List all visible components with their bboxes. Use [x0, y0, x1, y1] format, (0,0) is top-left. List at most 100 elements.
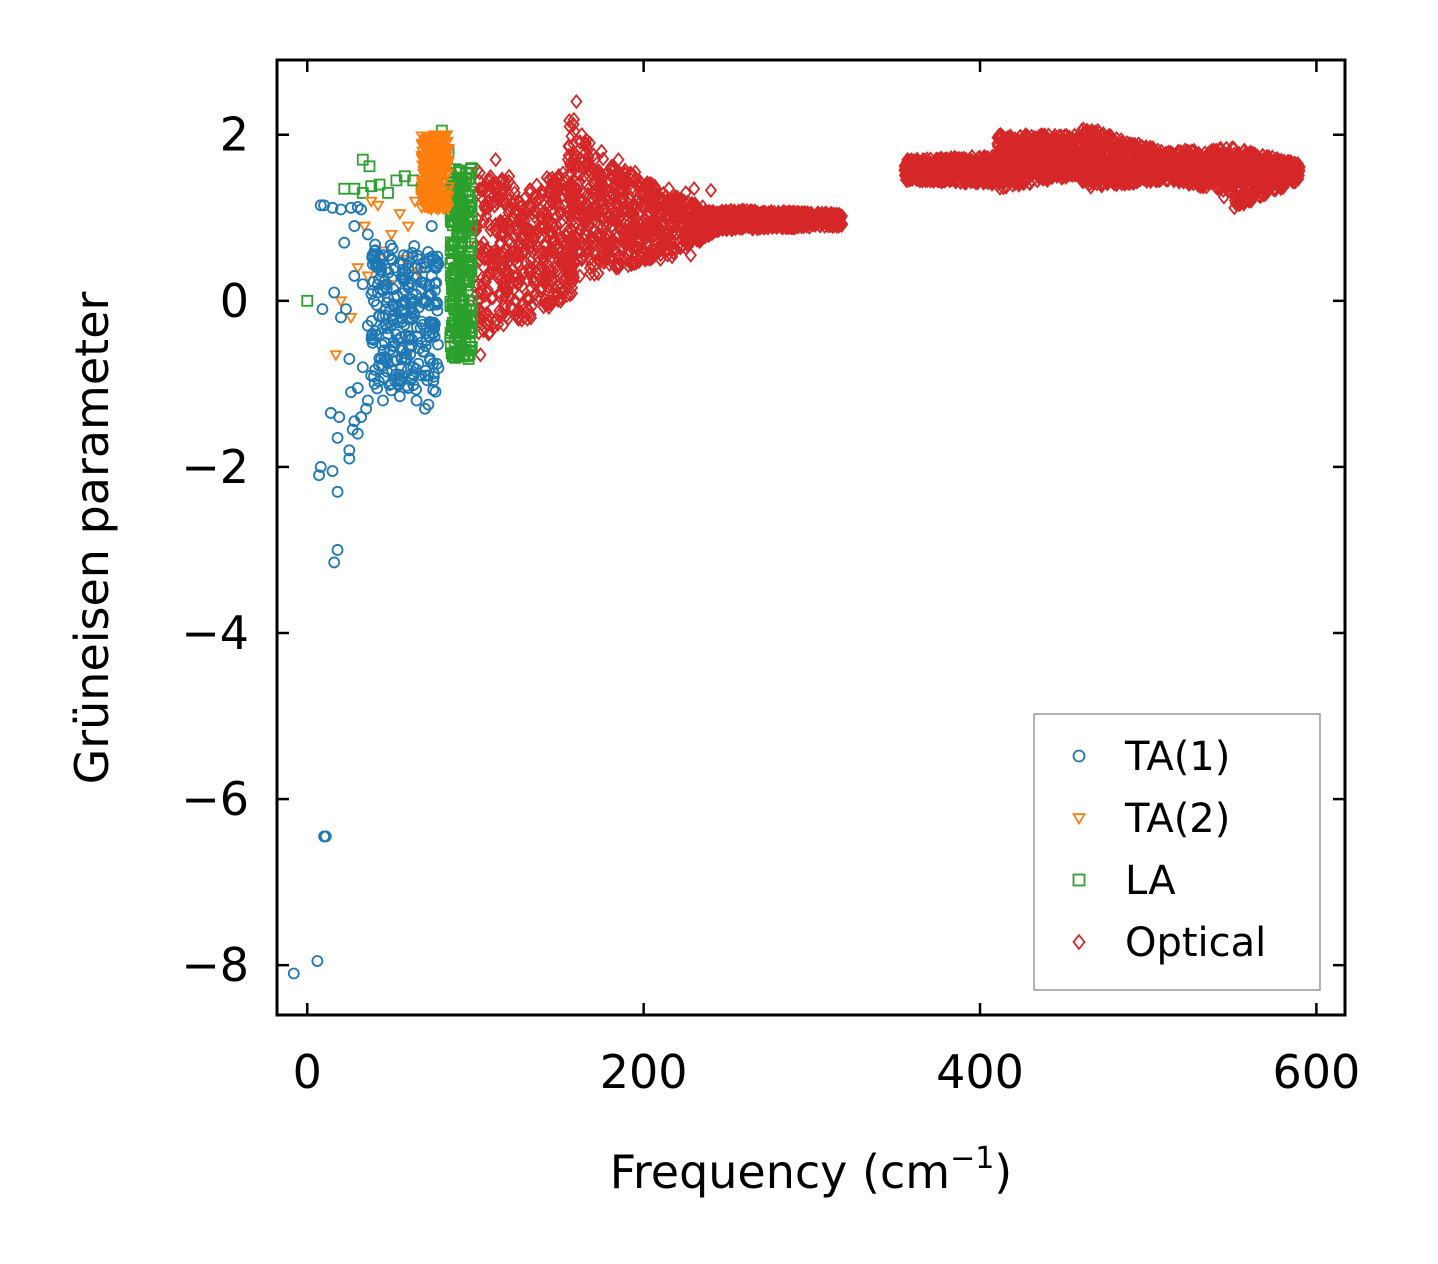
data-point: [625, 255, 638, 272]
data-point: [378, 371, 391, 384]
data-point: [567, 136, 580, 153]
data-point: [392, 368, 405, 381]
data-point: [456, 198, 469, 211]
data-point: [543, 276, 556, 293]
data-point: [628, 255, 641, 272]
data-point: [503, 231, 516, 248]
data-point: [1173, 171, 1186, 187]
data-point: [929, 158, 942, 174]
data-point: [421, 176, 435, 188]
data-point: [512, 311, 525, 328]
data-point: [1197, 172, 1210, 188]
data-point: [1081, 136, 1094, 153]
data-point: [1012, 133, 1025, 149]
data-point: [541, 296, 555, 312]
data-point: [422, 194, 436, 207]
data-point: [543, 186, 556, 202]
data-point: [669, 242, 682, 258]
data-point: [693, 223, 706, 240]
data-point: [1229, 150, 1242, 166]
data-point: [334, 296, 348, 308]
data-point: [1228, 174, 1241, 190]
data-point: [553, 206, 567, 222]
data-point: [991, 157, 1004, 173]
data-point: [503, 287, 516, 304]
data-point: [365, 288, 378, 300]
data-point: [604, 219, 617, 236]
data-point: [1118, 174, 1131, 191]
data-point: [456, 227, 468, 240]
data-point: [515, 207, 528, 224]
data-point: [1174, 144, 1188, 160]
data-point: [428, 203, 443, 215]
data-point: [583, 251, 597, 268]
data-point: [512, 302, 525, 318]
data-point: [356, 186, 369, 199]
data-point: [1160, 146, 1173, 162]
data-point: [1116, 143, 1130, 160]
data-point: [456, 294, 468, 307]
data-point: [973, 168, 987, 184]
data-point: [384, 239, 397, 252]
data-point: [562, 137, 576, 154]
data-point: [452, 245, 465, 257]
data-point: [554, 255, 567, 272]
data-point: [464, 310, 477, 323]
data-point: [464, 237, 477, 250]
data-point: [481, 251, 494, 267]
data-point: [462, 211, 475, 224]
data-point: [511, 248, 524, 265]
data-point: [631, 239, 645, 256]
data-point: [536, 210, 549, 226]
data-point: [425, 136, 439, 148]
data-point: [494, 234, 507, 251]
data-point: [431, 157, 446, 169]
data-point: [775, 218, 789, 234]
data-point: [482, 188, 496, 204]
data-point: [444, 340, 457, 353]
data-point: [538, 219, 551, 235]
data-point: [485, 290, 498, 306]
data-point: [745, 216, 758, 232]
data-point: [608, 189, 622, 205]
data-point: [622, 196, 635, 212]
data-point: [565, 198, 579, 215]
data-point: [427, 384, 440, 396]
data-point: [648, 237, 661, 254]
data-point: [605, 234, 619, 250]
data-point: [528, 203, 541, 220]
data-point: [450, 348, 463, 360]
data-point: [1167, 151, 1180, 168]
data-point: [619, 166, 632, 183]
data-point: [1008, 174, 1021, 190]
data-point: [588, 201, 601, 218]
data-point: [431, 298, 443, 311]
data-point: [1054, 128, 1068, 144]
data-point: [1033, 130, 1047, 147]
data-point: [629, 164, 642, 180]
data-point: [461, 266, 474, 279]
data-point: [788, 211, 802, 228]
data-point: [404, 374, 417, 386]
data-point: [919, 172, 932, 189]
data-point: [552, 239, 566, 255]
data-point: [460, 279, 473, 292]
data-point: [620, 222, 633, 239]
data-point: [1079, 151, 1092, 167]
data-point: [502, 201, 516, 218]
data-point: [1249, 173, 1262, 190]
data-point: [477, 213, 490, 230]
data-point: [489, 222, 502, 239]
data-point: [976, 155, 989, 171]
data-point: [596, 151, 610, 167]
data-point: [1126, 154, 1139, 171]
data-point: [516, 265, 529, 282]
data-point: [592, 265, 605, 282]
data-point: [449, 285, 462, 298]
data-point: [626, 212, 639, 229]
data-point: [446, 319, 458, 332]
data-point: [527, 241, 540, 257]
data-point: [612, 259, 625, 276]
data-point: [517, 265, 531, 281]
data-point: [432, 362, 445, 375]
